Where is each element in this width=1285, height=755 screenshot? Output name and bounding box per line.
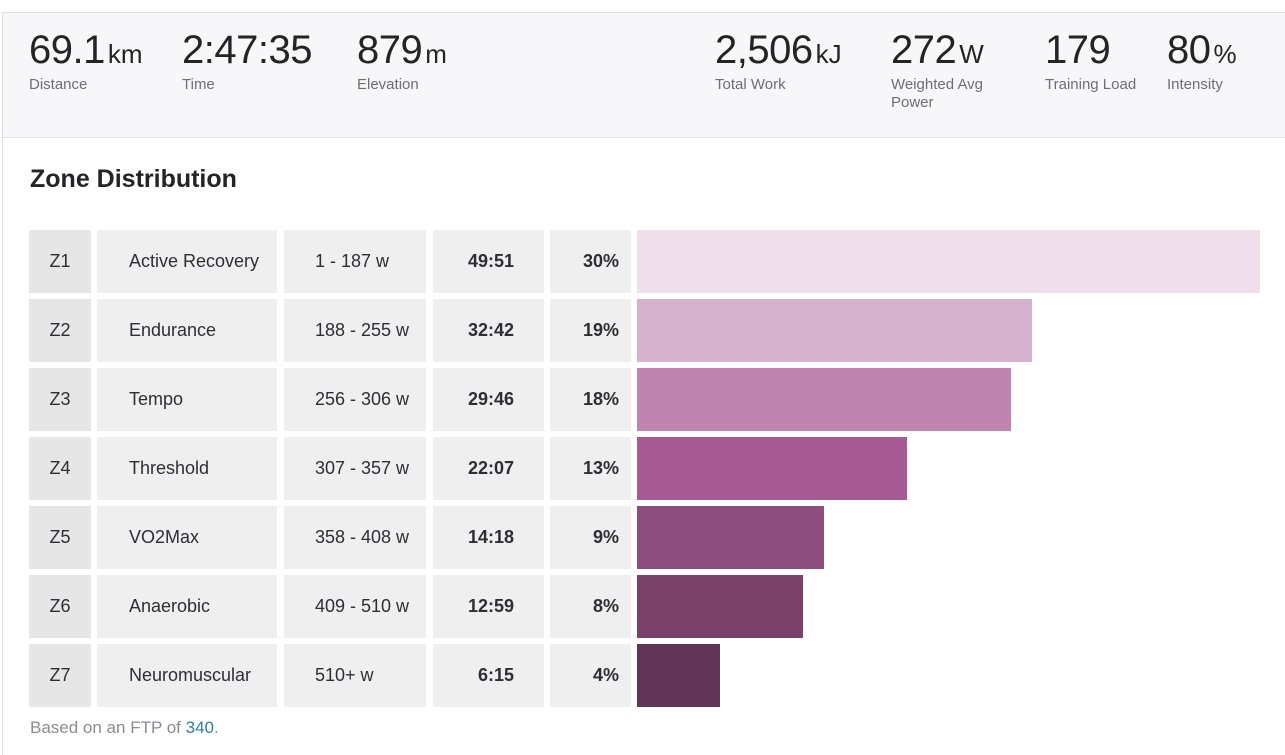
- stat-label: Weighted Avg Power: [891, 76, 984, 111]
- zone-bar: [637, 644, 720, 707]
- zone-power-range: 358 - 408 w: [284, 506, 426, 569]
- stat-value: 2:47:35: [182, 28, 312, 72]
- zone-label: Z7: [29, 644, 91, 707]
- zone-label: Z4: [29, 437, 91, 500]
- zone-label: Z1: [29, 230, 91, 293]
- ftp-link[interactable]: 340: [185, 718, 214, 737]
- stat-value: 69.1: [29, 28, 105, 72]
- stat-label: Total Work: [715, 76, 786, 93]
- zone-time: 6:15: [433, 644, 544, 707]
- zone-bar: [637, 299, 1032, 362]
- stat-label: Intensity: [1167, 76, 1223, 93]
- zone-label: Z6: [29, 575, 91, 638]
- stat-total-work: 2,506 kJ Total Work: [715, 27, 842, 94]
- zone-percent: 8%: [550, 575, 631, 638]
- section-title: Zone Distribution: [30, 165, 237, 193]
- zone-bar: [637, 368, 1011, 431]
- stat-value: 272: [891, 28, 957, 72]
- zone-name: Endurance: [97, 299, 277, 362]
- stat-value: 179: [1045, 28, 1111, 72]
- stat-weighted-avg-power: 272 W Weighted Avg Power: [891, 27, 1001, 112]
- stat-label: Training Load: [1045, 76, 1137, 93]
- zone-time: 14:18: [433, 506, 544, 569]
- ftp-footnote: Based on an FTP of 340.: [30, 718, 219, 738]
- zone-percent: 13%: [550, 437, 631, 500]
- zone-name: Anaerobic: [97, 575, 277, 638]
- stat-value: 879: [357, 28, 423, 72]
- zone-label: Z5: [29, 506, 91, 569]
- stat-unit: km: [107, 39, 143, 69]
- zone-label: Z2: [29, 299, 91, 362]
- zone-time: 32:42: [433, 299, 544, 362]
- stat-intensity: 80% Intensity: [1167, 27, 1237, 94]
- zone-bar: [637, 437, 907, 500]
- zone-time: 29:46: [433, 368, 544, 431]
- zone-label: Z3: [29, 368, 91, 431]
- zone-power-range: 409 - 510 w: [284, 575, 426, 638]
- stat-time: 2:47:35 Time: [182, 27, 315, 94]
- stat-unit: W: [959, 39, 984, 69]
- zone-power-range: 256 - 306 w: [284, 368, 426, 431]
- zone-bar: [637, 230, 1260, 293]
- stat-training-load: 179 Training Load: [1045, 27, 1136, 94]
- zone-power-range: 188 - 255 w: [284, 299, 426, 362]
- zone-name: Threshold: [97, 437, 277, 500]
- zone-name: VO2Max: [97, 506, 277, 569]
- zone-percent: 18%: [550, 368, 631, 431]
- zone-power-range: 307 - 357 w: [284, 437, 426, 500]
- activity-summary-panel: 69.1 km Distance 2:47:35 Time 879 m Elevat…: [2, 12, 1285, 755]
- zone-power-range: 1 - 187 w: [284, 230, 426, 293]
- stat-label: Time: [182, 76, 215, 93]
- zone-percent: 19%: [550, 299, 631, 362]
- zone-bar: [637, 575, 803, 638]
- stat-label: Distance: [29, 76, 88, 93]
- stat-distance: 69.1 km Distance: [29, 27, 143, 94]
- zone-percent: 4%: [550, 644, 631, 707]
- zone-bar: [637, 506, 824, 569]
- zone-percent: 9%: [550, 506, 631, 569]
- stat-unit: kJ: [815, 39, 842, 69]
- stat-unit: m: [425, 39, 447, 69]
- stat-value: 80: [1167, 28, 1211, 72]
- ftp-suffix: .: [214, 718, 219, 737]
- stats-bar: 69.1 km Distance 2:47:35 Time 879 m Elevat…: [3, 13, 1285, 138]
- zone-time: 22:07: [433, 437, 544, 500]
- zone-time: 12:59: [433, 575, 544, 638]
- stat-elevation: 879 m Elevation: [357, 27, 447, 94]
- zone-name: Tempo: [97, 368, 277, 431]
- stat-label: Elevation: [357, 76, 419, 93]
- zone-name: Active Recovery: [97, 230, 277, 293]
- zone-percent: 30%: [550, 230, 631, 293]
- stat-value: 2,506: [715, 28, 813, 72]
- stat-unit: %: [1213, 39, 1237, 69]
- zone-name: Neuromuscular: [97, 644, 277, 707]
- ftp-prefix: Based on an FTP of: [30, 718, 186, 737]
- zone-power-range: 510+ w: [284, 644, 426, 707]
- zone-time: 49:51: [433, 230, 544, 293]
